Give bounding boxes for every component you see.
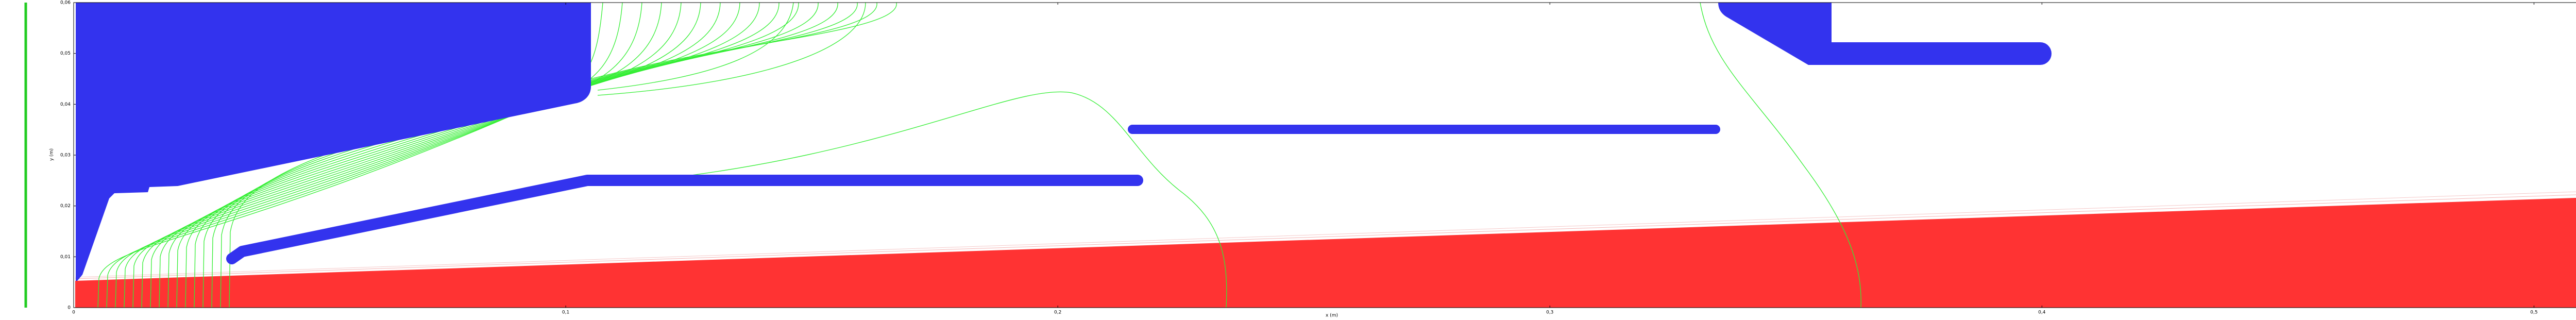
contour-line: [150, 2, 721, 308]
contour-line: [597, 2, 794, 91]
y-tick-label: 0,06: [60, 1, 71, 6]
y-tick-label: 0,04: [60, 102, 71, 107]
contour-line: [124, 2, 662, 308]
contour-line: [141, 2, 701, 308]
x-tick-label: 0,5: [2530, 310, 2537, 315]
red-edge-line: [75, 194, 2576, 279]
contour-line: [592, 91, 1227, 308]
red-region: [75, 197, 2576, 308]
y-tick-label: 0,05: [60, 51, 71, 56]
y-tick-label: 0,02: [60, 204, 71, 209]
contour-line: [159, 2, 740, 308]
x-tick-label: 0,1: [562, 310, 569, 315]
x-tick-label: 0,2: [1054, 310, 1061, 315]
contour-line: [1700, 2, 1861, 308]
electrode: [76, 3, 591, 281]
electrode: [226, 175, 1143, 264]
x-tick-label: 0,3: [1546, 310, 1553, 315]
electrode: [1718, 3, 2052, 65]
y-tick-label: 0,03: [60, 153, 71, 158]
contour-line: [597, 2, 866, 96]
y-axis-label: y (m): [49, 148, 55, 161]
y-tick-label: 0: [67, 306, 71, 311]
x-tick-label: 0,4: [2038, 310, 2046, 315]
contour-line: [132, 2, 682, 308]
contour-line: [106, 2, 623, 308]
x-tick-label: 0: [72, 310, 75, 315]
red-edge-line: [75, 191, 2576, 278]
contour-line: [115, 2, 642, 308]
y-tick-label: 0,01: [60, 255, 71, 260]
x-axis-label: x (m): [1326, 313, 1338, 318]
